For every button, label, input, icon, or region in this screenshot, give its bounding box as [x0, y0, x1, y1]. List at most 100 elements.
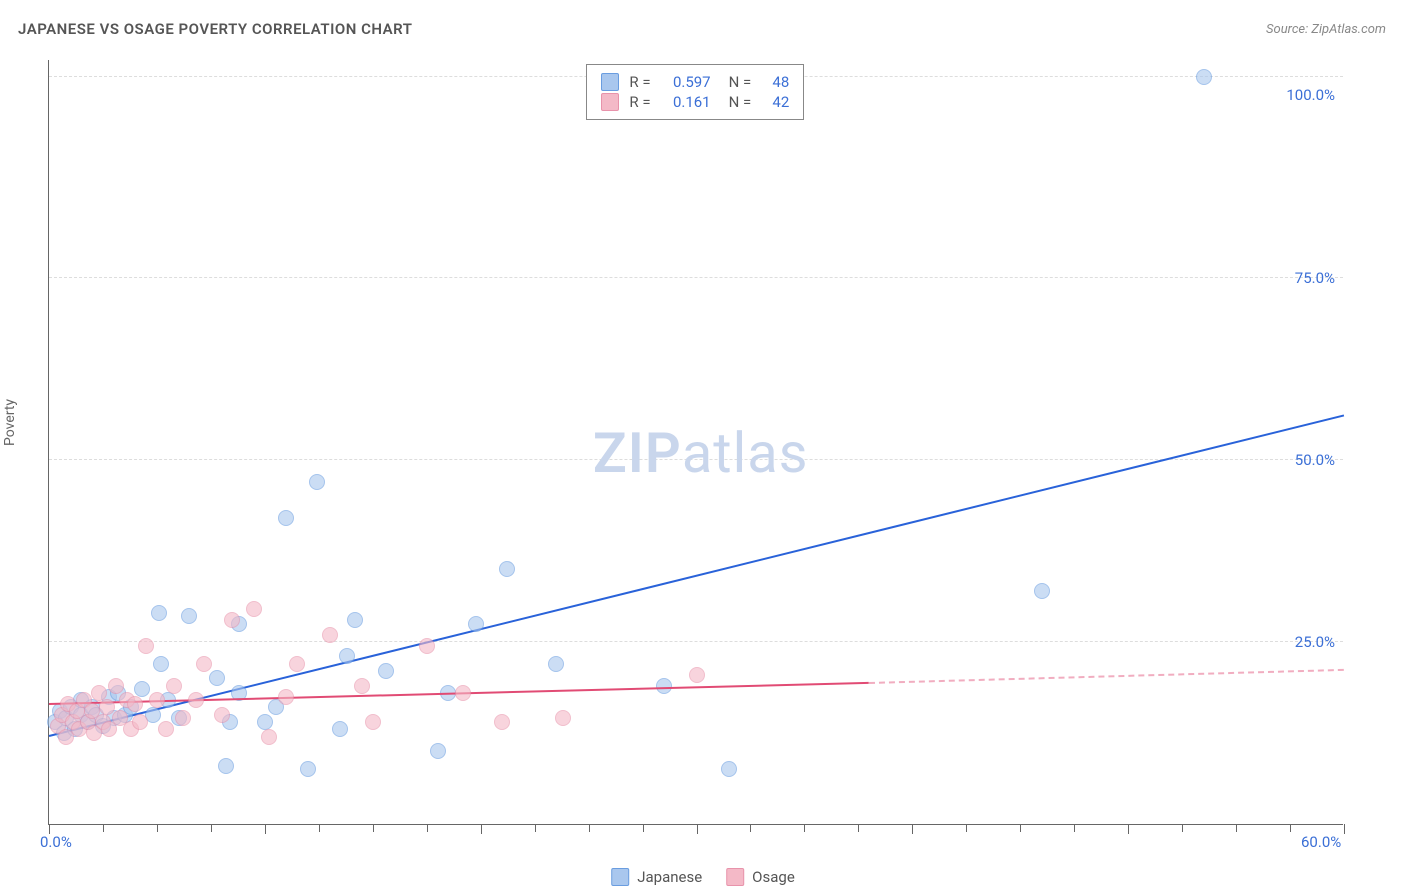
watermark: ZIPatlas — [593, 420, 809, 486]
data-point — [108, 678, 124, 694]
gridline — [49, 277, 1343, 278]
data-point — [181, 608, 197, 624]
data-point — [347, 612, 363, 628]
data-point — [419, 638, 435, 654]
data-point — [158, 721, 174, 737]
chart-title: JAPANESE VS OSAGE POVERTY CORRELATION CH… — [18, 20, 412, 38]
r-label: R = — [629, 93, 650, 111]
bottom-legend: Japanese Osage — [611, 868, 795, 886]
y-tick-label: 50.0% — [1295, 451, 1335, 469]
data-point — [1034, 583, 1050, 599]
data-point — [468, 616, 484, 632]
data-point — [322, 627, 338, 643]
data-point — [378, 663, 394, 679]
data-point — [300, 761, 316, 777]
x-tick — [912, 824, 913, 834]
data-point — [278, 689, 294, 705]
legend-row: R = 0.161 N = 42 — [601, 93, 789, 111]
r-value: 0.597 — [661, 73, 711, 91]
x-tick-minor — [1236, 824, 1237, 832]
n-label: N = — [729, 73, 752, 91]
japanese-swatch-icon — [611, 868, 629, 886]
x-tick-minor — [1020, 824, 1021, 832]
x-tick-minor — [804, 824, 805, 832]
x-tick-minor — [589, 824, 590, 832]
data-point — [430, 743, 446, 759]
x-tick-minor — [535, 824, 536, 832]
data-point — [132, 714, 148, 730]
legend-osage: Osage — [726, 868, 795, 886]
data-point — [214, 707, 230, 723]
data-point — [224, 612, 240, 628]
x-tick — [1344, 824, 1345, 834]
data-point — [166, 678, 182, 694]
data-point — [246, 601, 262, 617]
x-tick-minor — [858, 824, 859, 832]
x-tick-minor — [1074, 824, 1075, 832]
data-point — [138, 638, 154, 654]
data-point — [127, 696, 143, 712]
data-point — [339, 648, 355, 664]
source-label: Source: ZipAtlas.com — [1266, 22, 1386, 37]
data-point — [689, 667, 705, 683]
data-point — [1196, 69, 1212, 85]
correlation-legend: R = 0.597 N = 48 R = 0.161 N = 42 — [586, 64, 804, 120]
data-point — [555, 710, 571, 726]
y-axis-label: Poverty — [2, 399, 18, 446]
plot-area: 25.0% 50.0% 75.0% 100.0% ZIPatlas R = 0.597 N =… — [48, 60, 1343, 825]
n-value: 42 — [761, 93, 789, 111]
x-tick-label: 60.0% — [1301, 833, 1341, 890]
data-point — [261, 729, 277, 745]
x-tick-minor — [427, 824, 428, 832]
x-tick — [1128, 824, 1129, 834]
y-tick-label: 100.0% — [1286, 86, 1335, 104]
data-point — [494, 714, 510, 730]
data-point — [332, 721, 348, 737]
data-point — [151, 605, 167, 621]
x-tick-label: 0.0% — [40, 833, 72, 890]
x-tick — [481, 824, 482, 834]
osage-swatch-icon — [601, 93, 619, 111]
data-point — [188, 692, 204, 708]
data-point — [548, 656, 564, 672]
x-tick-minor — [1182, 824, 1183, 832]
x-tick-minor — [750, 824, 751, 832]
n-value: 48 — [761, 73, 789, 91]
data-point — [149, 692, 165, 708]
x-tick-minor — [103, 824, 104, 832]
legend-osage-label: Osage — [752, 868, 795, 886]
x-tick-minor — [1290, 824, 1291, 832]
data-point — [455, 685, 471, 701]
data-point — [289, 656, 305, 672]
r-label: R = — [629, 73, 650, 91]
y-tick-label: 75.0% — [1295, 269, 1335, 287]
data-point — [209, 670, 225, 686]
osage-swatch-icon — [726, 868, 744, 886]
x-tick-minor — [966, 824, 967, 832]
x-tick — [697, 824, 698, 834]
data-point — [354, 678, 370, 694]
japanese-swatch-icon — [601, 73, 619, 91]
r-value: 0.161 — [661, 93, 711, 111]
data-point — [365, 714, 381, 730]
data-point — [499, 561, 515, 577]
data-point — [196, 656, 212, 672]
data-point — [153, 656, 169, 672]
data-point — [91, 685, 107, 701]
y-tick-label: 25.0% — [1295, 633, 1335, 651]
x-tick — [265, 824, 266, 834]
data-point — [656, 678, 672, 694]
n-label: N = — [729, 93, 752, 111]
chart-container: JAPANESE VS OSAGE POVERTY CORRELATION CH… — [0, 0, 1406, 892]
data-point — [278, 510, 294, 526]
legend-row: R = 0.597 N = 48 — [601, 73, 789, 91]
data-point — [134, 681, 150, 697]
gridline — [49, 459, 1343, 460]
gridline — [49, 641, 1343, 642]
data-point — [175, 710, 191, 726]
x-tick-minor — [157, 824, 158, 832]
osage-regression-dash — [869, 669, 1344, 684]
x-tick-minor — [319, 824, 320, 832]
data-point — [721, 761, 737, 777]
legend-japanese-label: Japanese — [637, 868, 702, 886]
